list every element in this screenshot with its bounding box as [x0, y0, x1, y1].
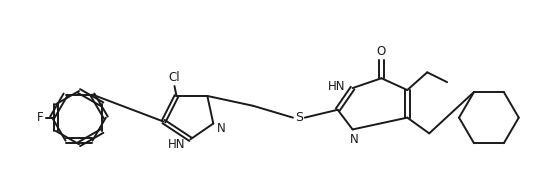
Text: N: N [217, 122, 225, 135]
Text: F: F [37, 111, 44, 124]
Text: HN: HN [328, 80, 346, 93]
Text: Cl: Cl [169, 71, 180, 84]
Text: HN: HN [168, 138, 185, 151]
Text: O: O [377, 45, 386, 58]
Text: N: N [350, 133, 359, 146]
Text: S: S [295, 111, 303, 124]
